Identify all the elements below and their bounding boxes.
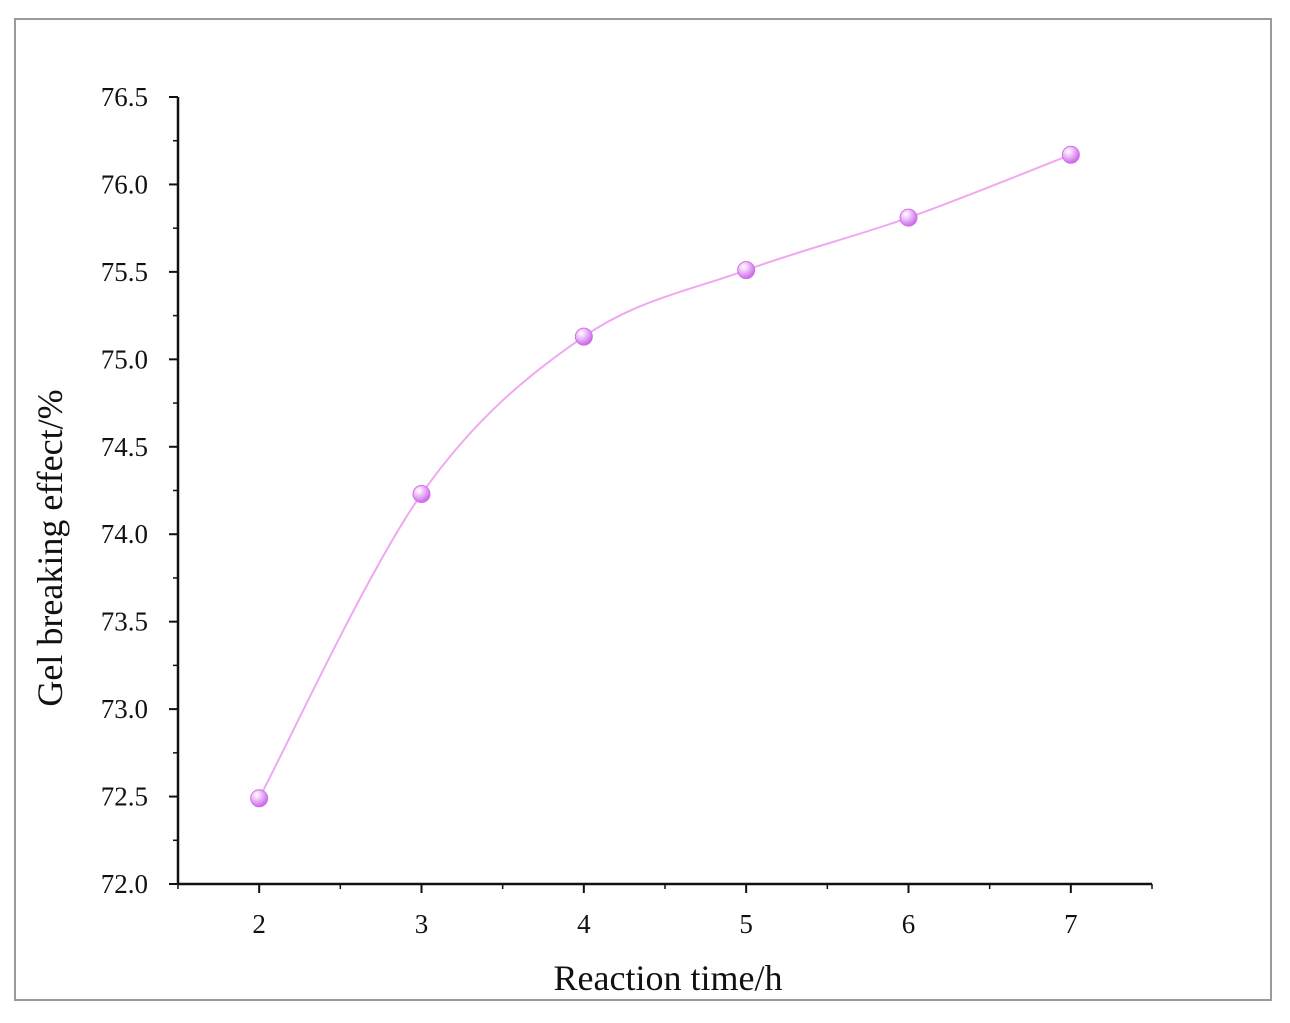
y-tick-label: 72.0 — [101, 869, 148, 899]
y-tick-label: 74.5 — [101, 432, 148, 462]
y-tick-label: 72.5 — [101, 782, 148, 812]
x-axis-title: Reaction time/h — [554, 958, 783, 998]
x-tick-label: 6 — [902, 909, 916, 939]
x-tick-label: 2 — [252, 909, 266, 939]
data-point — [250, 789, 269, 808]
data-points — [250, 145, 1080, 808]
y-tick-label: 74.0 — [101, 519, 148, 549]
series-path — [258, 153, 1072, 799]
x-tick-label: 5 — [739, 909, 753, 939]
x-tick-label: 7 — [1064, 909, 1078, 939]
data-point — [574, 327, 593, 346]
data-point — [737, 261, 756, 280]
axes: 72.0 72.5 73.0 73.5 74.0 74.5 75.0 75.5 76.0 76.5… — [101, 82, 1153, 939]
y-tick-label: 75.0 — [101, 344, 148, 374]
y-tick-label: 73.0 — [101, 694, 148, 724]
series-line — [258, 153, 1072, 799]
x-tick-label: 4 — [577, 909, 591, 939]
y-axis-title: Gel breaking effect/% — [30, 389, 70, 706]
y-tick-label: 75.5 — [101, 257, 148, 287]
y-tick-label: 76.0 — [101, 169, 148, 199]
y-tick-label: 76.5 — [101, 82, 148, 112]
data-point — [899, 208, 918, 227]
x-tick-label: 3 — [415, 909, 429, 939]
figure-frame — [14, 18, 1272, 1001]
data-point — [1061, 145, 1080, 164]
y-tick-label: 73.5 — [101, 607, 148, 637]
data-point — [412, 484, 431, 503]
